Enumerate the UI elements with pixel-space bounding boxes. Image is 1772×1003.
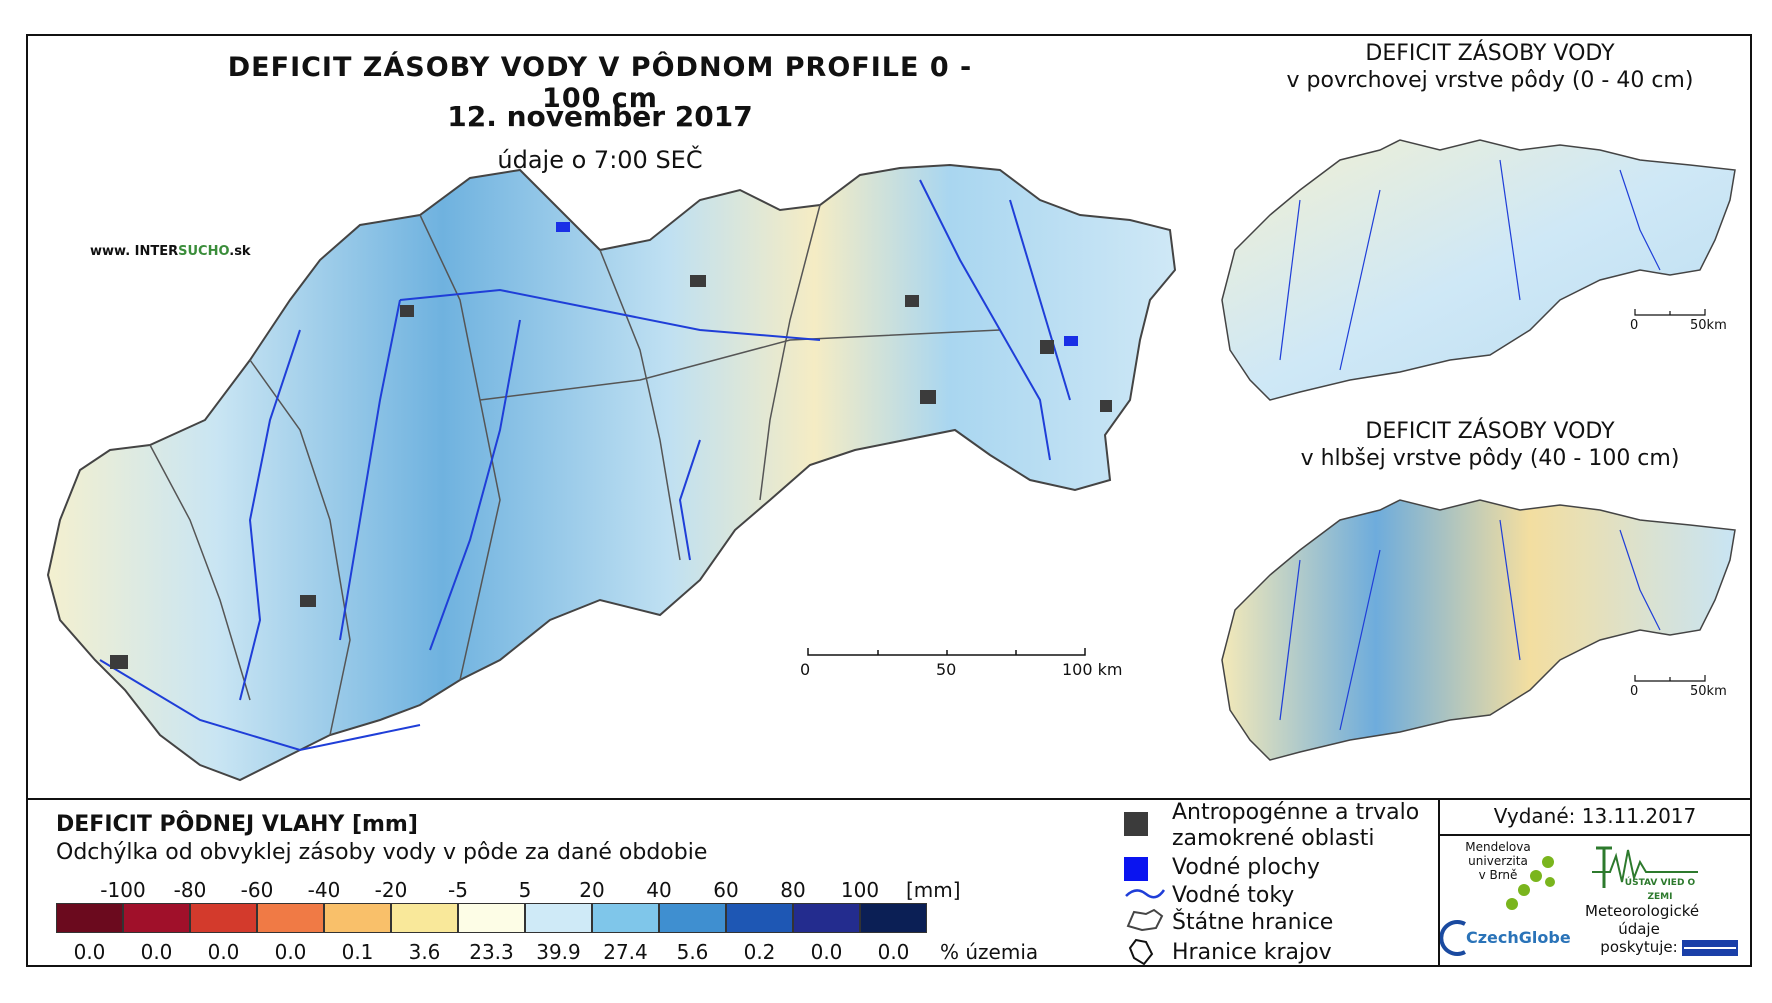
legend-percent: 3.6 xyxy=(408,940,441,964)
legend-tick: -60 xyxy=(240,878,274,902)
inset-top-title: DEFICIT ZÁSOBY VODY v povrchovej vrstve p… xyxy=(1286,41,1694,93)
inset-deep-map xyxy=(1221,499,1736,761)
legend-percent: 0.0 xyxy=(274,940,307,964)
legend-tick: -40 xyxy=(307,878,341,902)
key-state-border: Štátne hranice xyxy=(1172,910,1334,935)
legend-tick: 20 xyxy=(579,878,605,902)
legend-swatch xyxy=(793,903,860,933)
mendel-dots-icon xyxy=(1506,856,1555,910)
legend-tick: 60 xyxy=(713,878,739,902)
legend-tick: 100 xyxy=(840,878,880,902)
legend-divider xyxy=(26,798,1752,800)
legend-divider-vertical xyxy=(1438,798,1440,967)
inset-bottom-scale-bar xyxy=(1634,675,1706,682)
czechglobe-arc-icon xyxy=(1440,920,1466,956)
uvoz-logo-icon xyxy=(1592,846,1698,888)
legend-swatch xyxy=(257,903,324,933)
legend-tick: 40 xyxy=(646,878,672,902)
map-date: 12. november 2017 xyxy=(447,100,753,133)
legend-unit: [mm] xyxy=(906,878,961,902)
state-border-icon xyxy=(1126,908,1164,932)
legend-swatch xyxy=(659,903,726,933)
legend-tick: -80 xyxy=(173,878,207,902)
legend-swatch xyxy=(726,903,793,933)
main-map-slovakia xyxy=(46,163,1177,782)
inset-surface-map xyxy=(1221,139,1736,401)
inset-bottom-scale-0: 0 xyxy=(1630,684,1639,699)
scale-label-0: 0 xyxy=(800,660,811,679)
legend-percent: 39.9 xyxy=(536,940,581,964)
key-rivers: Vodné toky xyxy=(1172,883,1295,908)
issued-divider xyxy=(1438,834,1752,836)
main-scale-bar xyxy=(807,648,1086,656)
map-frame xyxy=(26,34,1752,967)
legend-swatch xyxy=(324,903,391,933)
czechglobe-logo: CzechGlobe xyxy=(1466,928,1571,947)
legend-percent: 0.1 xyxy=(341,940,374,964)
key-region-border: Hranice krajov xyxy=(1172,940,1332,965)
legend-tick: 5 xyxy=(518,878,532,902)
legend-tick: 80 xyxy=(780,878,806,902)
legend-percent-unit: % územia xyxy=(940,940,1039,964)
map-time: údaje o 7:00 SEČ xyxy=(497,146,703,174)
legend-percent: 0.0 xyxy=(810,940,843,964)
legend-swatch xyxy=(190,903,257,933)
map-title: DEFICIT ZÁSOBY VODY V PÔDNOM PROFILE 0 -… xyxy=(227,52,973,114)
legend-percent: 5.6 xyxy=(676,940,709,964)
legend-percent: 27.4 xyxy=(603,940,648,964)
region-border-icon xyxy=(1128,938,1154,966)
inset-top-scale-bar xyxy=(1634,309,1706,316)
legend-swatch xyxy=(525,903,592,933)
uvoz-logo-text: ÚSTAV VIED O ZEMI xyxy=(1624,878,1696,902)
meteo-provider-text: Meteorologické údaje poskytuje: xyxy=(1585,902,1700,956)
legend-percent: 0.0 xyxy=(877,940,910,964)
legend-swatch xyxy=(56,903,123,933)
legend-percent: 23.3 xyxy=(469,940,514,964)
legend-title: DEFICIT PÔDNEJ VLAHY [mm] xyxy=(56,812,418,837)
issued-date: Vydané: 13.11.2017 xyxy=(1493,804,1697,828)
legend-swatch xyxy=(123,903,190,933)
water-body-icon xyxy=(1124,857,1148,881)
river-icon xyxy=(1125,889,1166,899)
urban-area-icon xyxy=(1124,812,1148,836)
scale-label-50: 50 xyxy=(936,660,957,679)
legend-percent: 0.0 xyxy=(140,940,173,964)
legend-percent: 0.0 xyxy=(207,940,240,964)
inset-bottom-title: DEFICIT ZÁSOBY VODY v hlbšej vrstve pôdy … xyxy=(1300,419,1680,471)
legend-swatch xyxy=(458,903,525,933)
scale-label-100: 100 km xyxy=(1062,660,1123,679)
legend-subtitle: Odchýlka od obvyklej zásoby vody v pôde … xyxy=(56,840,708,865)
mendel-logo-text: Mendelova univerzita v Brně xyxy=(1465,840,1531,882)
legend-percent: 0.2 xyxy=(743,940,776,964)
inset-top-scale-50: 50km xyxy=(1690,318,1727,333)
shmu-logo-icon xyxy=(1682,940,1738,956)
legend-percent: 0.0 xyxy=(73,940,106,964)
legend-swatch xyxy=(860,903,927,933)
inset-top-scale-0: 0 xyxy=(1630,318,1639,333)
inset-bottom-scale-50: 50km xyxy=(1690,684,1727,699)
legend-swatch xyxy=(592,903,659,933)
legend-swatch xyxy=(391,903,458,933)
intersucho-link[interactable]: www. INTERSUCHO.sk xyxy=(90,244,251,259)
legend-tick: -5 xyxy=(448,878,468,902)
key-urban: Antropogénne a trvalo zamokrené oblasti xyxy=(1172,800,1420,851)
key-water-bodies: Vodné plochy xyxy=(1172,855,1320,880)
legend-tick: -20 xyxy=(374,878,408,902)
legend-tick: -100 xyxy=(100,878,146,902)
